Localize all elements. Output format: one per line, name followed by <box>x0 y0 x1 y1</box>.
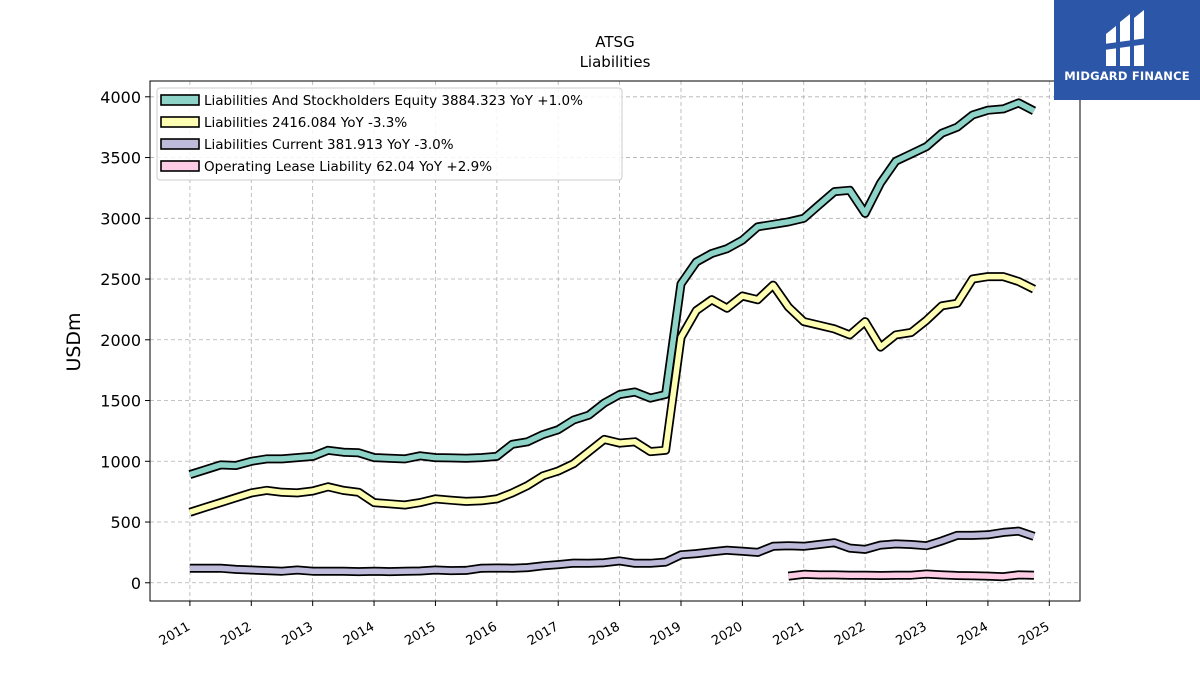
series-outline-2 <box>189 526 1036 577</box>
legend-label-2: Liabilities Current 381.913 YoY -3.0% <box>204 137 454 153</box>
legend-label-3: Operating Lease Liability 62.04 YoY +2.9… <box>204 159 492 175</box>
chart-subtitle: Liabilities <box>580 53 651 71</box>
series-line-0 <box>189 100 1036 478</box>
y-tick-label: 4000 <box>100 88 141 107</box>
x-tick-label: 2025 <box>1016 619 1052 649</box>
x-tick-label: 2024 <box>955 619 991 649</box>
y-tick-label: 3000 <box>100 209 141 228</box>
x-tick-label: 2013 <box>280 619 316 649</box>
plot-frame <box>149 80 1081 602</box>
y-tick-label: 2500 <box>100 270 141 289</box>
x-tick-label: 2022 <box>832 619 868 649</box>
y-tick-label: 1500 <box>100 392 141 411</box>
y-tick-label: 2000 <box>100 331 141 350</box>
series-lines <box>188 98 1037 582</box>
legend-box <box>156 87 623 181</box>
midgard-logo-icon <box>1104 10 1148 66</box>
x-tick-label: 2014 <box>341 619 377 649</box>
x-tick-label: 2019 <box>648 619 684 649</box>
x-tick-label: 2011 <box>157 619 193 649</box>
x-tick-label: 2016 <box>464 619 500 649</box>
legend-label-1: Liabilities 2416.084 YoY -3.3% <box>204 115 407 131</box>
chart-title: ATSG <box>595 33 634 51</box>
y-tick-label: 0 <box>131 574 141 593</box>
legend-swatch-1 <box>160 116 200 128</box>
y-ticks: 0 500 1000 1500 2000 2500 3000 3500 4000 <box>100 88 150 593</box>
x-tick-label: 2020 <box>709 619 745 649</box>
x-tick-label: 2023 <box>893 619 929 649</box>
series-line-2 <box>189 528 1035 575</box>
legend-swatch-3 <box>160 160 200 172</box>
x-tick-label: 2017 <box>525 619 561 649</box>
x-ticks: 2011 2012 2013 2014 2015 2016 2017 2018 2019 2020… <box>157 601 1052 649</box>
y-tick-label: 500 <box>110 513 141 532</box>
legend-label-0: Liabilities And Stockholders Equity 3884… <box>204 93 583 109</box>
series-line-3 <box>788 571 1035 580</box>
legend: Liabilities And Stockholders Equity 3884… <box>156 87 623 181</box>
x-tick-label: 2012 <box>218 619 254 649</box>
x-tick-label: 2021 <box>771 619 807 649</box>
legend-swatch-0 <box>160 94 200 106</box>
logo-text: MIDGARD FINANCE <box>1064 69 1190 83</box>
series-line-1 <box>189 273 1036 515</box>
y-tick-label: 1000 <box>100 452 141 471</box>
y-axis-label: USDm <box>63 312 85 371</box>
midgard-logo: MIDGARD FINANCE <box>1054 0 1200 100</box>
x-tick-label: 2015 <box>402 619 438 649</box>
y-tick-label: 3500 <box>100 149 141 168</box>
legend-swatch-2 <box>160 138 200 150</box>
x-tick-label: 2018 <box>587 619 623 649</box>
